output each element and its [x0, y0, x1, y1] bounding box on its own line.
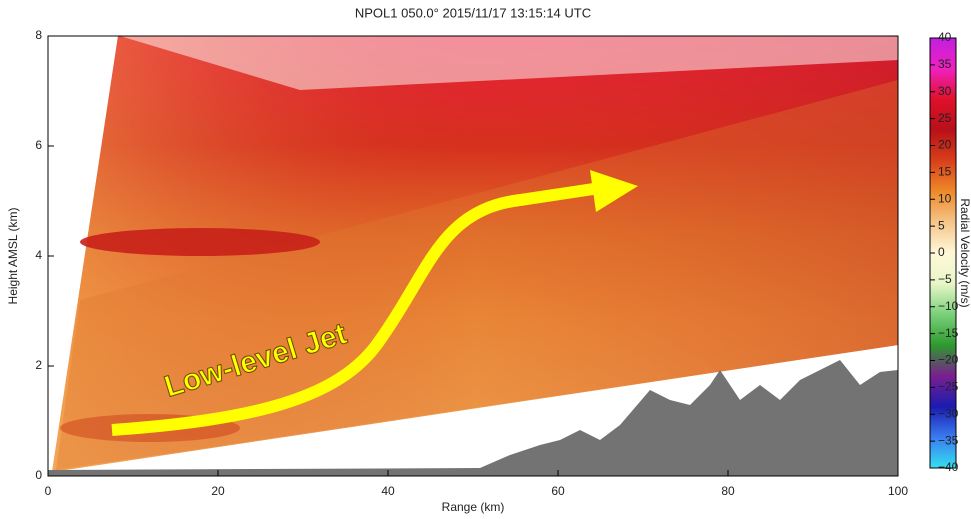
y-tick-label: 8: [35, 28, 42, 42]
y-tick-label: 4: [35, 248, 42, 262]
x-tick-label: 60: [551, 484, 565, 498]
colorbar-tick-label: −5: [938, 272, 952, 286]
colorbar-tick-label: 5: [938, 218, 945, 232]
chart-title: NPOL1 050.0° 2015/11/17 13:15:14 UTC: [355, 5, 591, 20]
jet-arrowhead: [590, 170, 638, 212]
colorbar-tick-label: −35: [938, 433, 959, 447]
colorbar-tick-label: −15: [938, 326, 959, 340]
colorbar-tick-label: −10: [938, 299, 959, 313]
x-tick-label: 40: [381, 484, 395, 498]
x-tick-label: 100: [888, 484, 908, 498]
colorbar-tick-label: 0: [938, 245, 945, 259]
colorbar-tick-label: −25: [938, 380, 959, 394]
colorbar-tick-label: 15: [938, 165, 952, 179]
x-axis-label: Range (km): [442, 500, 505, 514]
terrain: [48, 360, 898, 476]
x-tick-label: 20: [211, 484, 225, 498]
colorbar-tick-label: 40: [938, 30, 952, 44]
colorbar-tick-label: 30: [938, 84, 952, 98]
colorbar-tick-label: 35: [938, 57, 952, 71]
colorbar-tick-label: −20: [938, 353, 959, 367]
colorbar-tick-label: 10: [938, 191, 952, 205]
y-axis-label: Height AMSL (km): [6, 208, 20, 305]
radar-field: [52, 36, 898, 472]
x-tick-label: 0: [45, 484, 52, 498]
y-tick-label: 2: [35, 358, 42, 372]
colorbar-tick-label: −40: [938, 460, 959, 474]
x-tick-label: 80: [721, 484, 735, 498]
y-tick-label: 6: [35, 138, 42, 152]
colorbar-tick-label: 20: [938, 138, 952, 152]
jet-arrow: [111, 182, 601, 436]
colorbar-tick-label: 25: [938, 111, 952, 125]
y-tick-label: 0: [35, 468, 42, 482]
colorbar-tick-label: −30: [938, 406, 959, 420]
colorbar-label: Radial Velocity (m/s): [958, 198, 971, 307]
